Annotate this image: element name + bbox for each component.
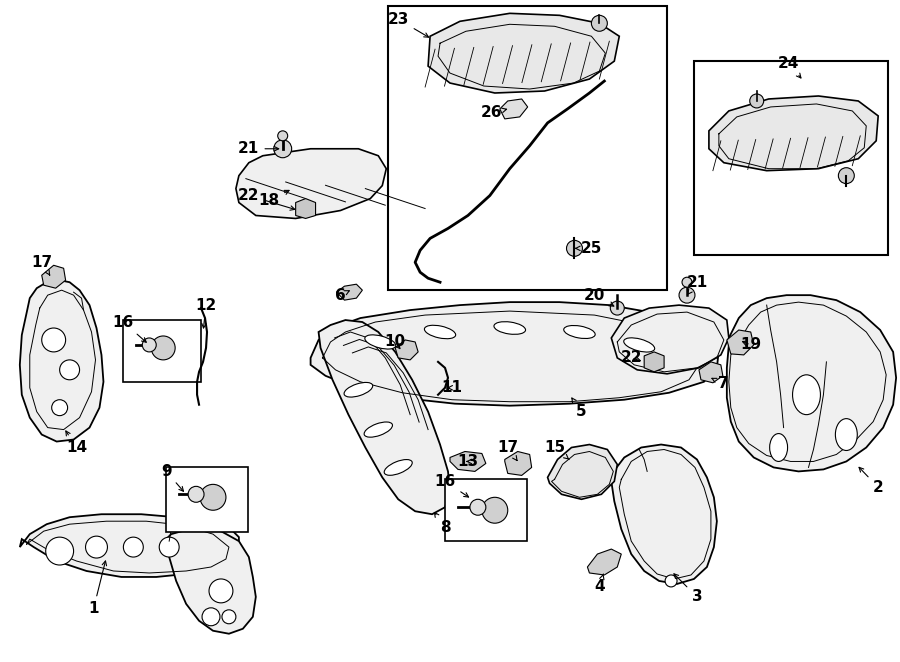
- Circle shape: [41, 328, 66, 352]
- Circle shape: [470, 499, 486, 515]
- Circle shape: [202, 608, 220, 626]
- Circle shape: [222, 610, 236, 624]
- Circle shape: [86, 536, 107, 558]
- Polygon shape: [699, 362, 723, 383]
- Ellipse shape: [770, 434, 788, 461]
- Polygon shape: [500, 99, 527, 119]
- Polygon shape: [611, 305, 729, 374]
- Text: 8: 8: [435, 512, 450, 535]
- Text: 16: 16: [112, 314, 147, 342]
- Circle shape: [566, 240, 582, 256]
- Text: 21: 21: [238, 141, 279, 156]
- Text: 16: 16: [435, 474, 469, 497]
- Polygon shape: [727, 295, 896, 471]
- Text: 9: 9: [161, 464, 184, 491]
- Polygon shape: [450, 451, 486, 471]
- Circle shape: [142, 338, 157, 352]
- Circle shape: [123, 537, 143, 557]
- Polygon shape: [20, 280, 104, 442]
- Polygon shape: [428, 13, 619, 93]
- Ellipse shape: [835, 418, 858, 451]
- Text: 13: 13: [457, 454, 479, 469]
- Ellipse shape: [425, 325, 455, 339]
- Polygon shape: [505, 451, 532, 475]
- Text: 19: 19: [740, 338, 761, 352]
- Circle shape: [200, 485, 226, 510]
- Ellipse shape: [563, 326, 595, 338]
- Ellipse shape: [364, 335, 396, 349]
- Bar: [694, 61, 888, 256]
- Text: 4: 4: [594, 574, 605, 594]
- Text: 2: 2: [860, 467, 884, 495]
- Polygon shape: [611, 444, 717, 584]
- Ellipse shape: [624, 338, 654, 352]
- Text: 23: 23: [388, 12, 428, 37]
- Text: 22: 22: [238, 188, 295, 211]
- Circle shape: [682, 277, 692, 287]
- Polygon shape: [644, 352, 664, 372]
- Text: 1: 1: [88, 561, 106, 616]
- Circle shape: [591, 15, 608, 31]
- Circle shape: [278, 131, 288, 141]
- Text: 17: 17: [497, 440, 518, 461]
- Circle shape: [46, 537, 74, 565]
- Text: 7: 7: [712, 376, 728, 391]
- Text: 3: 3: [674, 574, 702, 604]
- Ellipse shape: [384, 459, 412, 475]
- Circle shape: [51, 400, 68, 416]
- Polygon shape: [547, 444, 617, 499]
- Polygon shape: [709, 96, 878, 171]
- Text: 20: 20: [584, 288, 614, 306]
- Bar: [166, 467, 248, 532]
- Circle shape: [610, 301, 625, 315]
- Text: 18: 18: [258, 191, 289, 208]
- Polygon shape: [395, 340, 419, 360]
- Text: 15: 15: [544, 440, 569, 459]
- Text: 21: 21: [687, 275, 707, 295]
- Circle shape: [839, 167, 854, 183]
- Polygon shape: [319, 320, 450, 514]
- Ellipse shape: [364, 422, 392, 437]
- Circle shape: [274, 140, 292, 158]
- Polygon shape: [310, 302, 719, 406]
- Circle shape: [151, 336, 176, 360]
- Circle shape: [679, 287, 695, 303]
- Polygon shape: [296, 199, 316, 218]
- Polygon shape: [41, 265, 66, 288]
- Polygon shape: [20, 514, 238, 577]
- Text: 22: 22: [620, 350, 642, 365]
- Text: 25: 25: [575, 241, 602, 256]
- Polygon shape: [337, 284, 363, 300]
- Text: 12: 12: [195, 298, 217, 328]
- Circle shape: [482, 497, 508, 523]
- Polygon shape: [166, 527, 256, 634]
- Text: 11: 11: [442, 380, 463, 395]
- Polygon shape: [236, 149, 386, 218]
- Text: 6: 6: [335, 288, 349, 303]
- Text: 10: 10: [384, 334, 406, 350]
- Bar: [123, 320, 201, 382]
- Circle shape: [159, 537, 179, 557]
- Text: 17: 17: [32, 255, 52, 275]
- Circle shape: [665, 575, 677, 587]
- Bar: [388, 7, 667, 290]
- Text: 5: 5: [572, 398, 587, 419]
- Text: 14: 14: [66, 431, 87, 455]
- Ellipse shape: [344, 383, 373, 397]
- Text: 26: 26: [482, 105, 507, 120]
- Ellipse shape: [793, 375, 821, 414]
- Text: 24: 24: [778, 56, 801, 78]
- Circle shape: [209, 579, 233, 603]
- Bar: [445, 479, 526, 541]
- Circle shape: [750, 94, 764, 108]
- Polygon shape: [727, 330, 753, 355]
- Polygon shape: [588, 549, 621, 575]
- Ellipse shape: [494, 322, 526, 334]
- Circle shape: [188, 487, 204, 502]
- Circle shape: [59, 360, 79, 380]
